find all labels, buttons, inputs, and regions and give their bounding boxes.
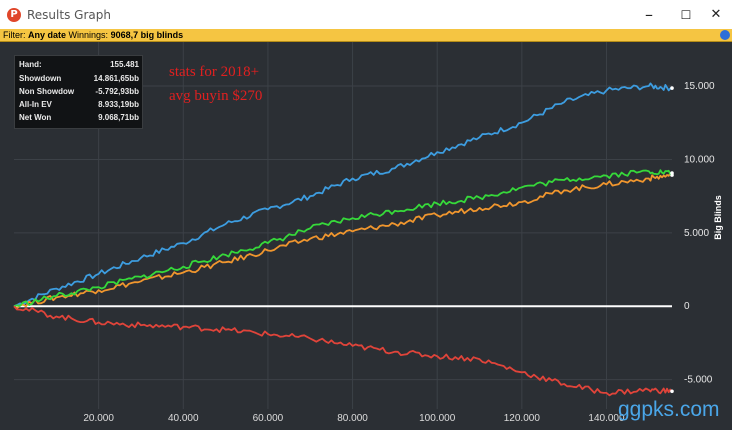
stats-panel: Hand: 155.481 Showdown 14.861,65bb Non Sho… bbox=[14, 55, 143, 129]
y-tick-label: -5.000 bbox=[684, 375, 713, 386]
series-line-net_won bbox=[13, 169, 673, 308]
series-line-showdown bbox=[13, 82, 673, 308]
watermark: ggpks.com bbox=[618, 398, 720, 421]
y-tick-label: 5.000 bbox=[684, 228, 709, 239]
series-end-point bbox=[670, 171, 674, 175]
close-button[interactable]: ✕ bbox=[710, 7, 722, 22]
x-tick-label: 40.000 bbox=[168, 413, 199, 424]
stat-label: Net Won bbox=[19, 113, 52, 122]
filter-bar[interactable]: Filter: Any date Winnings: 9068,7 big bl… bbox=[0, 29, 732, 42]
stat-row-nonshowdown: Non Showdow -5.792,93bb bbox=[19, 87, 139, 99]
stat-label: All-In EV bbox=[19, 100, 52, 109]
stat-row-allin-ev: All-In EV 8.933,19bb bbox=[19, 100, 139, 112]
x-tick-label: 80.000 bbox=[337, 413, 368, 424]
stat-row-showdown: Showdown 14.861,65bb bbox=[19, 74, 139, 86]
stat-label: Showdown bbox=[19, 74, 62, 83]
stat-row-net-won: Net Won 9.068,71bb bbox=[19, 113, 139, 125]
y-axis-label: Big Blinds bbox=[713, 195, 723, 240]
filter-winnings-value: 9068,7 big blinds bbox=[110, 30, 184, 40]
stat-label: Non Showdow bbox=[19, 87, 75, 96]
stat-row-hands: Hand: 155.481 bbox=[19, 60, 139, 72]
y-tick-label: 10.000 bbox=[684, 154, 715, 165]
stat-label: Hand: bbox=[19, 60, 42, 69]
annotation-line-1: stats for 2018+ bbox=[169, 64, 260, 80]
filter-date: Any date bbox=[28, 30, 67, 40]
title-bar: P Results Graph – ☐ ✕ bbox=[0, 0, 732, 30]
annotation-line-2: avg buyin $270 bbox=[169, 88, 263, 104]
x-tick-label: 20.000 bbox=[83, 413, 114, 424]
x-tick-label: 60.000 bbox=[253, 413, 284, 424]
minimize-button[interactable]: – bbox=[645, 5, 653, 24]
stat-value: 155.481 bbox=[110, 60, 139, 69]
filter-dropdown-icon[interactable] bbox=[720, 30, 730, 40]
series-end-point bbox=[670, 86, 674, 90]
y-tick-label: 0 bbox=[684, 301, 690, 312]
series-line-nonshowdown bbox=[13, 305, 673, 397]
maximize-button[interactable]: ☐ bbox=[680, 8, 692, 22]
app-icon: P bbox=[7, 8, 21, 22]
x-tick-label: 120.000 bbox=[504, 413, 541, 424]
stat-value: 8.933,19bb bbox=[98, 100, 139, 109]
series-end-point bbox=[670, 389, 674, 394]
window-title: Results Graph bbox=[27, 8, 111, 22]
stat-value: 14.861,65bb bbox=[93, 74, 139, 83]
stat-value: 9.068,71bb bbox=[98, 113, 139, 122]
y-tick-label: 15.000 bbox=[684, 81, 715, 92]
x-tick-label: 140.000 bbox=[588, 413, 625, 424]
series-line-allin_ev bbox=[13, 172, 673, 310]
filter-prefix: Filter: bbox=[3, 30, 26, 40]
x-tick-label: 100.000 bbox=[419, 413, 456, 424]
stat-value: -5.792,93bb bbox=[95, 87, 139, 96]
filter-winnings-label: Winnings: bbox=[68, 30, 109, 40]
